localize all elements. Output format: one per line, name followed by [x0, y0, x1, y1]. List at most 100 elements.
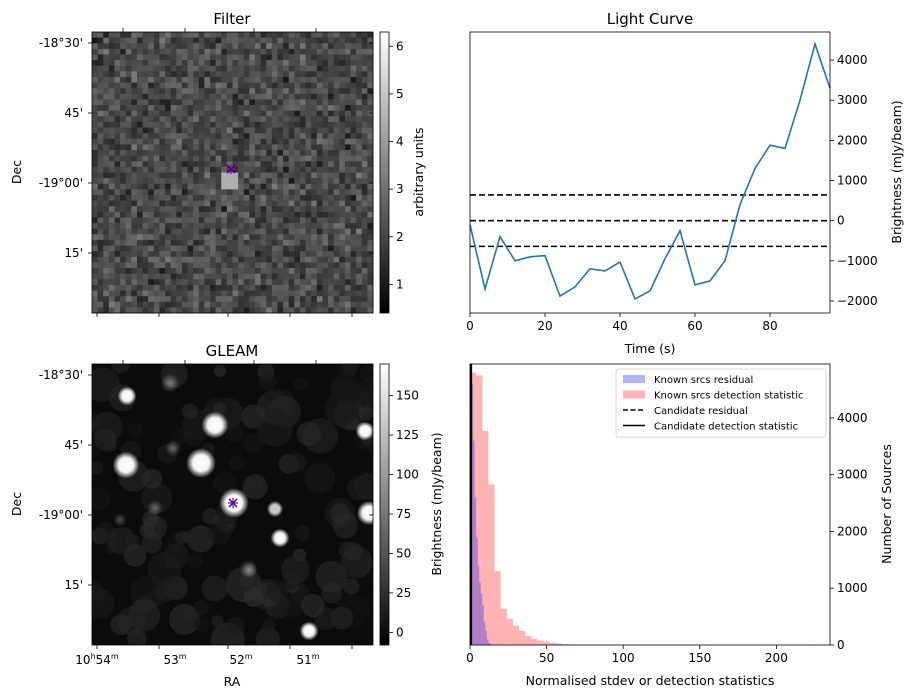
filter-pixel	[260, 262, 267, 269]
filter-pixel	[170, 307, 177, 314]
filter-pixel	[254, 178, 261, 185]
filter-pixel	[344, 206, 351, 213]
colorbar-tick-label: 5	[396, 87, 404, 101]
filter-pixel	[181, 71, 188, 78]
filter-pixel	[187, 93, 194, 100]
filter-pixel	[316, 200, 323, 207]
filter-pixel	[361, 234, 368, 241]
filter-pixel	[114, 183, 121, 190]
filter-pixel	[108, 116, 115, 123]
filter-pixel	[283, 307, 290, 314]
filter-pixel	[165, 144, 172, 151]
filter-pixel	[288, 133, 295, 140]
filter-pixel	[254, 71, 261, 78]
filter-pixel	[210, 217, 217, 224]
filter-pixel	[311, 211, 318, 218]
filter-pixel	[361, 150, 368, 157]
filter-pixel	[142, 211, 149, 218]
gleam-noise-blob	[258, 372, 277, 391]
filter-pixel	[249, 138, 256, 145]
filter-pixel	[350, 200, 357, 207]
histogram-bar-residual	[479, 582, 481, 645]
filter-pixel	[322, 116, 329, 123]
filter-pixel	[249, 178, 256, 185]
filter-pixel	[148, 194, 155, 201]
filter-pixel	[181, 228, 188, 235]
filter-pixel	[288, 178, 295, 185]
filter-pixel	[215, 273, 222, 280]
filter-pixel	[243, 206, 250, 213]
filter-pixel	[344, 76, 351, 83]
filter-pixel	[221, 234, 228, 241]
filter-pixel	[260, 234, 267, 241]
filter-pixel	[339, 206, 346, 213]
filter-pixel	[339, 110, 346, 117]
filter-pixel	[108, 228, 115, 235]
filter-pixel	[165, 93, 172, 100]
legend-label: Known srcs residual	[654, 375, 753, 386]
filter-pixel	[210, 194, 217, 201]
filter-pixel	[260, 133, 267, 140]
filter-pixel	[193, 127, 200, 134]
filter-pixel	[344, 262, 351, 269]
gleam-noise-blob	[359, 365, 373, 383]
filter-pixel	[232, 138, 239, 145]
filter-pixel	[305, 301, 312, 308]
filter-pixel	[92, 155, 99, 162]
gleam-source	[355, 421, 373, 441]
filter-pixel	[322, 138, 329, 145]
filter-pixel	[187, 279, 194, 286]
filter-pixel	[344, 54, 351, 61]
filter-pixel	[299, 110, 306, 117]
filter-pixel	[142, 65, 149, 72]
filter-pixel	[153, 54, 160, 61]
colorbar-tick-label: 6	[396, 39, 404, 53]
filter-pixel	[356, 161, 363, 168]
filter-pixel	[108, 290, 115, 297]
filter-pixel	[344, 273, 351, 280]
filter-pixel	[131, 200, 138, 207]
filter-pixel	[120, 189, 127, 196]
filter-pixel	[283, 110, 290, 117]
filter-pixel	[148, 82, 155, 89]
filter-pixel	[97, 71, 104, 78]
filter-pixel	[277, 48, 284, 55]
filter-pixel	[120, 144, 127, 151]
filter-pixel	[176, 138, 183, 145]
filter-pixel	[131, 301, 138, 308]
filter-pixel	[238, 189, 245, 196]
filter-pixel	[260, 32, 267, 39]
filter-pixel	[120, 48, 127, 55]
filter-pixel	[350, 206, 357, 213]
filter-pixel	[288, 290, 295, 297]
filter-pixel	[232, 268, 239, 275]
filter-pixel	[288, 301, 295, 308]
filter-pixel	[198, 144, 205, 151]
filter-pixel	[333, 54, 340, 61]
filter-pixel	[215, 178, 222, 185]
filter-pixel	[339, 194, 346, 201]
filter-pixel	[114, 307, 121, 314]
filter-pixel	[333, 239, 340, 246]
filter-pixel	[277, 82, 284, 89]
filter-pixel	[339, 93, 346, 100]
filter-pixel	[299, 48, 306, 55]
filter-pixel	[271, 245, 278, 252]
filter-pixel	[215, 183, 222, 190]
filter-pixel	[120, 307, 127, 314]
filter-pixel	[238, 262, 245, 269]
filter-pixel	[148, 290, 155, 297]
filter-pixel	[339, 251, 346, 258]
filter-pixel	[148, 43, 155, 50]
filter-pixel	[283, 211, 290, 218]
filter-pixel	[181, 183, 188, 190]
filter-pixel	[193, 71, 200, 78]
filter-pixel	[193, 234, 200, 241]
filter-pixel	[260, 206, 267, 213]
filter-pixel	[283, 178, 290, 185]
filter-pixel	[210, 239, 217, 246]
filter-pixel	[221, 54, 228, 61]
filter-pixel	[125, 290, 132, 297]
filter-pixel	[221, 200, 228, 207]
filter-pixel	[103, 273, 110, 280]
